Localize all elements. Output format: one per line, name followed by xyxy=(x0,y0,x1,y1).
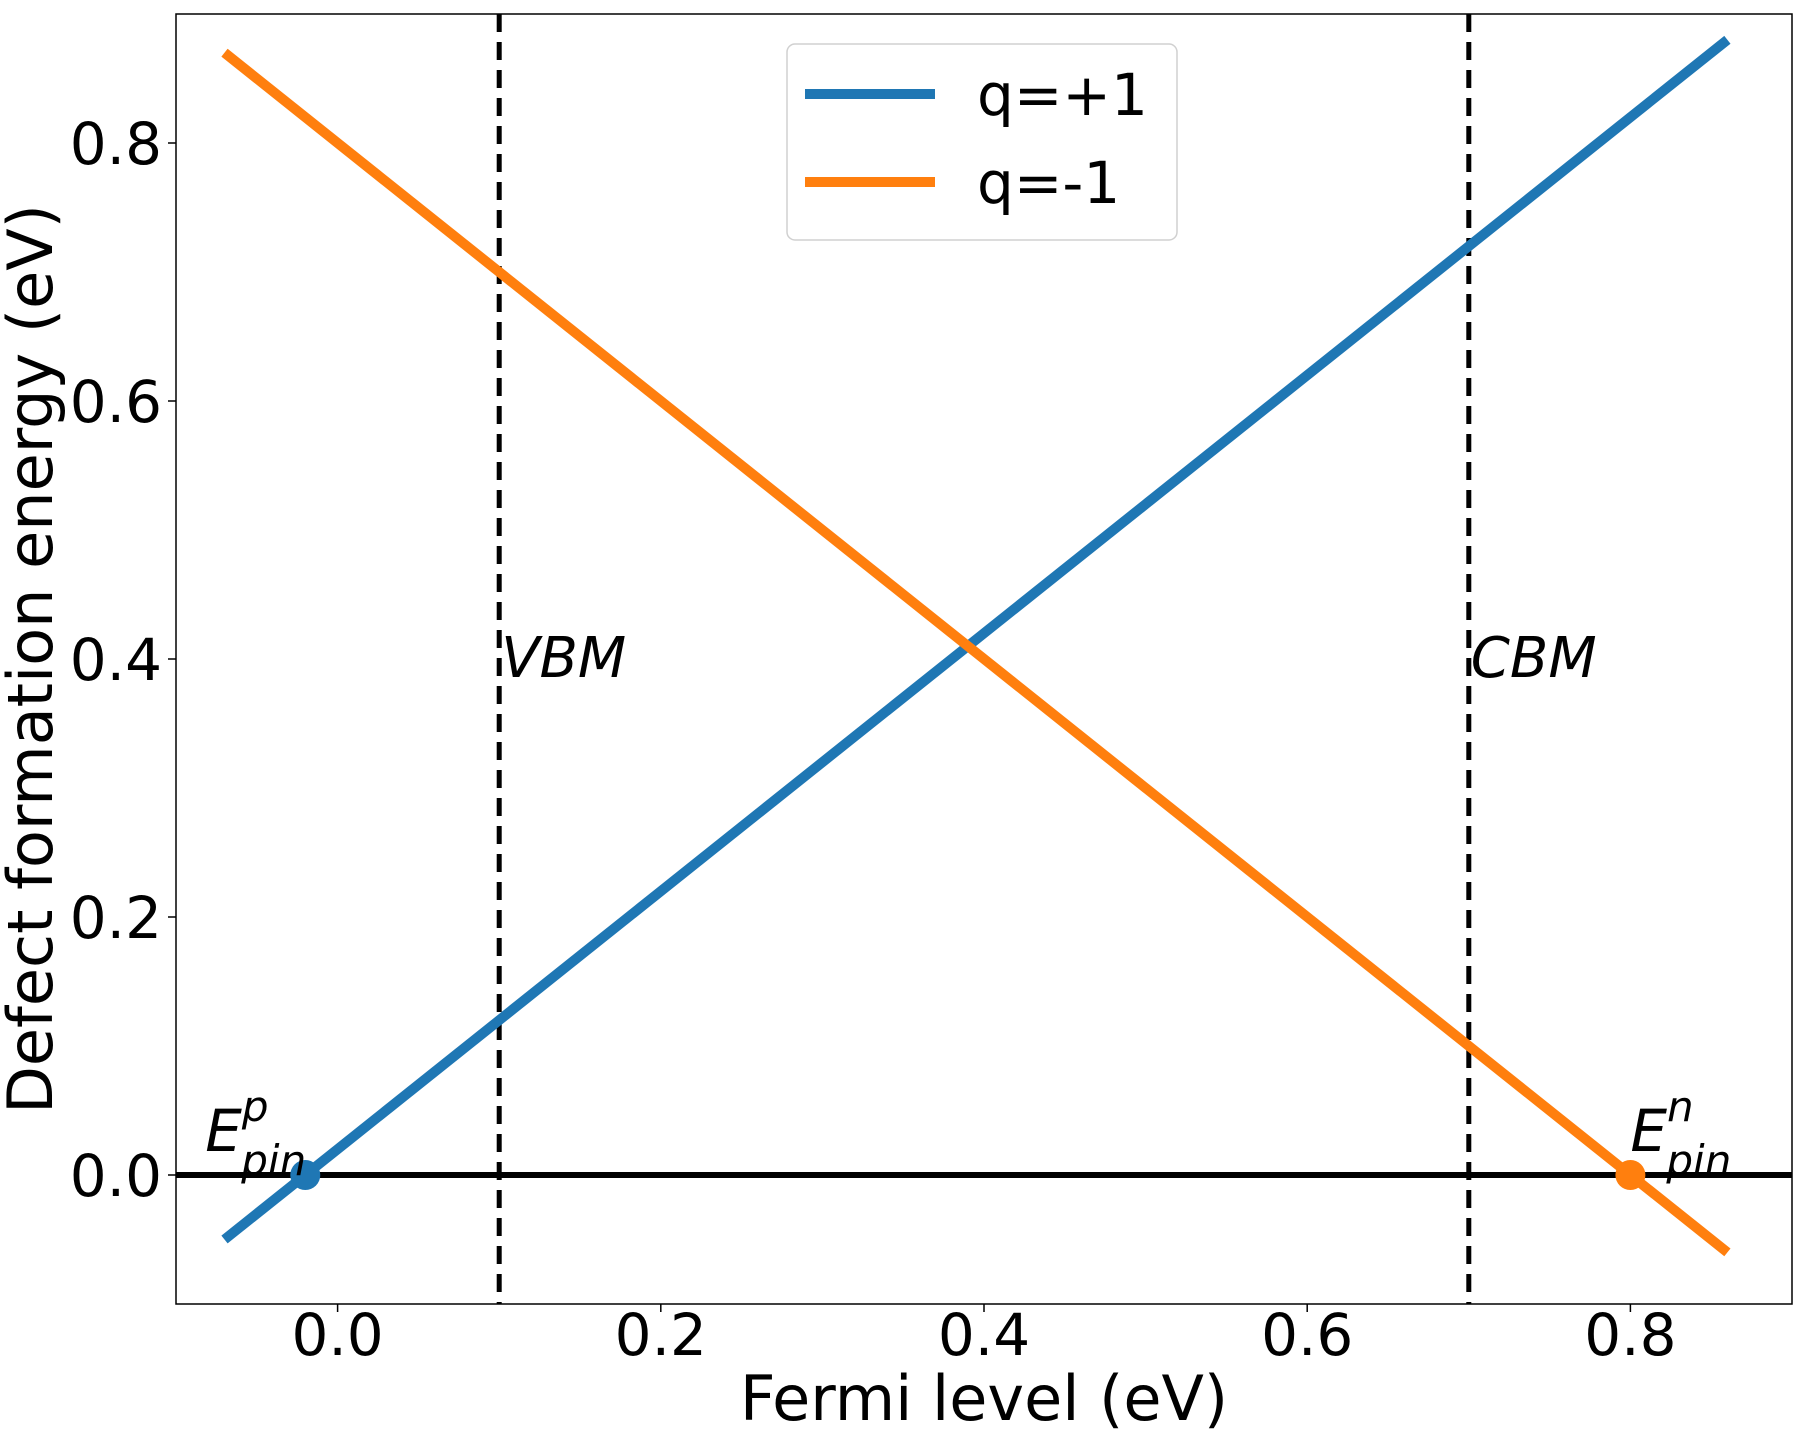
pinning-point-p xyxy=(290,1160,321,1190)
y-tick-label: 0.2 xyxy=(70,884,162,952)
y-tick-label: 0.6 xyxy=(70,368,162,436)
x-tick-label: 0.6 xyxy=(1261,1301,1353,1369)
pinning-point-n xyxy=(1615,1160,1646,1190)
pinning-label-n: En pin xyxy=(1630,1082,1731,1185)
legend-label-1: q=+1 xyxy=(977,61,1148,129)
y-tick-label: 0.0 xyxy=(70,1142,162,1210)
cbm-label: CBM xyxy=(1471,626,1597,691)
marker-layer xyxy=(290,1160,1646,1190)
annotation-layer: VBM CBM Ep pin En pin xyxy=(205,626,1731,1185)
vbm-label: VBM xyxy=(501,626,626,691)
y-tick-label: 0.4 xyxy=(70,626,162,694)
series-line-2 xyxy=(221,48,1731,1257)
legend: q=+1 q=-1 xyxy=(786,43,1178,241)
y-tick-label: 0.8 xyxy=(70,110,162,178)
x-axis-label: Fermi level (eV) xyxy=(740,1362,1228,1435)
x-tick-label: 0.0 xyxy=(291,1301,383,1369)
x-tick-label: 0.4 xyxy=(938,1301,1030,1369)
x-tick-label: 0.2 xyxy=(615,1301,707,1369)
pinning-label-p: Ep pin xyxy=(205,1082,306,1185)
plot-layer xyxy=(176,14,1792,1304)
series-line-1 xyxy=(221,35,1731,1244)
tick-layer: 0.0 0.2 0.4 0.6 0.8 0.0 0.2 0.4 0.6 0.8 xyxy=(70,110,1677,1369)
legend-label-2: q=-1 xyxy=(977,149,1120,217)
y-axis-label: Defect formation energy (eV) xyxy=(0,204,67,1114)
x-tick-label: 0.8 xyxy=(1584,1301,1676,1369)
plot-frame xyxy=(175,13,1793,1305)
